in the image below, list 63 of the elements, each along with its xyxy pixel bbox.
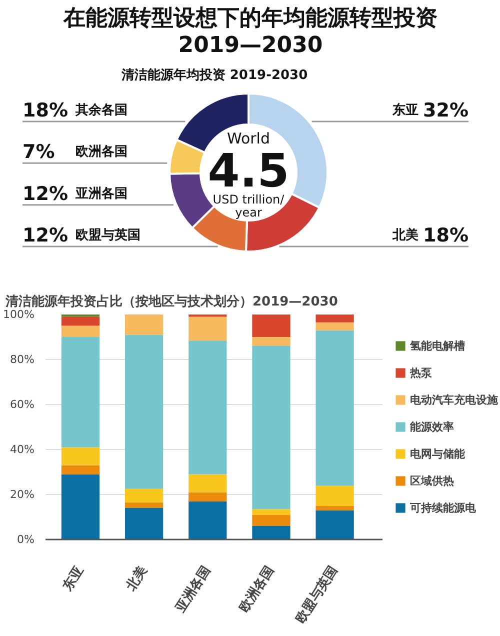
bar — [61, 447, 100, 466]
legend-label: 电网与储能 — [410, 446, 465, 461]
y-tick-label: 0% — [17, 533, 34, 546]
bar — [252, 346, 290, 510]
bar — [61, 337, 100, 448]
data-label: 18% — [423, 224, 469, 246]
chart-title: 清洁能源年投资占比（按地区与技术划分）2019—2030 — [4, 294, 338, 310]
bar — [188, 340, 227, 474]
x-tick-label: 欧盟与英国 — [293, 563, 342, 626]
data-label: 18% — [22, 100, 68, 122]
bar — [316, 506, 354, 510]
bar — [316, 322, 354, 330]
legend-label: 电动汽车充电设施 — [410, 392, 498, 407]
bar — [316, 314, 354, 322]
bar — [61, 465, 100, 474]
x-tick-label: 亚洲各国 — [172, 563, 214, 616]
bar — [188, 474, 227, 492]
data-label: 7% — [22, 141, 55, 164]
y-tick-label: 80% — [10, 353, 35, 366]
bar — [124, 502, 164, 508]
data-label: 12% — [22, 224, 68, 246]
bar — [188, 501, 227, 540]
legend-label: 氢能电解槽 — [410, 338, 465, 353]
slice-label: 其余各国 — [74, 103, 128, 118]
data-label: 12% — [22, 182, 68, 205]
bar — [61, 474, 100, 540]
chart-subtitle: 清洁能源年均投资 2019-2030 — [120, 67, 308, 83]
bar — [316, 486, 354, 506]
slice-label: 东亚 — [392, 102, 418, 118]
y-tick-label: 100% — [3, 308, 35, 321]
chart-title: 在能源转型设想下的年均能源转型投资 2019—2030 — [62, 6, 438, 58]
bar — [316, 330, 354, 486]
slice-label: 欧盟与英国 — [76, 228, 140, 243]
bar — [124, 488, 164, 502]
bar — [188, 492, 227, 502]
y-tick-label: 20% — [10, 488, 35, 501]
y-tick-label: 40% — [10, 443, 35, 456]
bar — [124, 334, 164, 489]
text: year — [235, 206, 262, 220]
legend-label: 能源效率 — [410, 419, 454, 434]
slice-label: 欧洲各国 — [76, 144, 128, 160]
x-tick-label: 北美 — [122, 562, 150, 594]
data-label: 32% — [423, 100, 469, 122]
x-tick-label: 欧洲各国 — [236, 563, 278, 616]
legend-label: 热泵 — [410, 365, 432, 380]
bar — [61, 326, 100, 337]
text: World — [227, 130, 270, 148]
legend-label: 可持续能源电 — [410, 500, 476, 515]
bar — [252, 337, 290, 346]
bar — [188, 316, 227, 340]
y-tick-label: 60% — [10, 398, 35, 411]
bar — [252, 514, 290, 526]
bar — [124, 508, 164, 540]
bar — [252, 509, 290, 515]
slice-label: 亚洲各国 — [74, 186, 128, 202]
bar — [316, 510, 354, 540]
x-tick-label: 东亚 — [58, 562, 87, 594]
bar — [124, 314, 164, 335]
bar — [252, 314, 290, 337]
slice-label: 北美 — [392, 227, 418, 243]
bar — [252, 526, 290, 540]
bar — [61, 316, 100, 326]
legend-label: 区域供热 — [410, 473, 454, 488]
